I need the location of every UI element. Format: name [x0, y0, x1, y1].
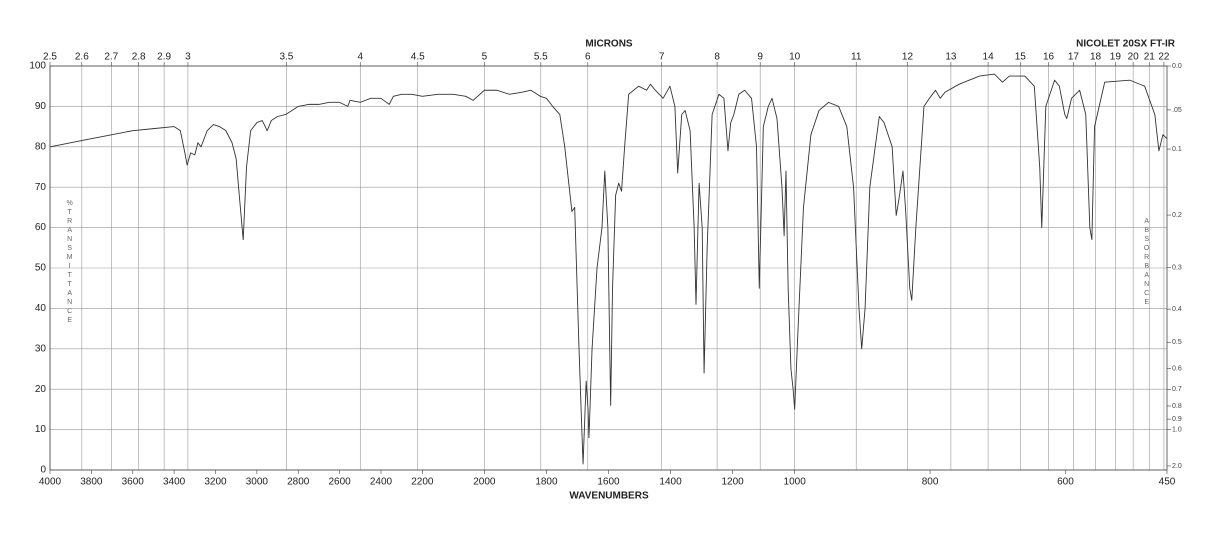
x-tick-label: 450	[1159, 477, 1176, 488]
x-tick-label: 3600	[122, 477, 145, 488]
x-tick-label: 800	[922, 477, 939, 488]
y2-tick-label: 0.0	[1172, 63, 1182, 70]
x-tick-label: 1600	[597, 477, 620, 488]
y2-tick-label: 0.9	[1172, 416, 1182, 423]
x-tick-label: 2600	[328, 477, 351, 488]
x2-tick-label: 22	[1158, 52, 1170, 63]
y2-tick-label: 0.8	[1172, 403, 1182, 410]
x2-tick-label: 17	[1068, 52, 1080, 63]
x-tick-label: 2800	[287, 477, 310, 488]
x2-tick-label: 18	[1090, 52, 1102, 63]
y2-tick-label: 0.1	[1172, 146, 1182, 153]
y2-tick-label: 0.5	[1172, 339, 1182, 346]
y-tick-label: 80	[35, 141, 47, 152]
x2-tick-label: 2.6	[75, 52, 89, 63]
x-tick-label: 1400	[659, 477, 682, 488]
x2-tick-label: 6	[585, 52, 591, 63]
y-tick-label: 100	[29, 61, 46, 72]
y-tick-label: 60	[35, 222, 47, 233]
x-tick-label: 2000	[473, 477, 496, 488]
x2-tick-label: 2.5	[43, 52, 57, 63]
y2-axis-label: ABSORBANCE	[1143, 218, 1150, 308]
y-tick-label: 20	[35, 384, 47, 395]
y-tick-label: 90	[35, 101, 47, 112]
y2-tick-label: 0.7	[1172, 386, 1182, 393]
x-tick-label: 3400	[163, 477, 186, 488]
x2-tick-label: 3.5	[279, 52, 293, 63]
x2-tick-label: 5.5	[534, 52, 548, 63]
x-tick-label: 3000	[246, 477, 269, 488]
x-tick-label: 4000	[39, 477, 62, 488]
x-tick-label: 2200	[411, 477, 434, 488]
x2-tick-label: 15	[1015, 52, 1027, 63]
x2-tick-label: 19	[1110, 52, 1122, 63]
y2-tick-label: 0.2	[1172, 212, 1182, 219]
y-tick-label: 40	[35, 303, 47, 314]
x2-tick-label: 13	[945, 52, 957, 63]
x2-tick-label: 21	[1144, 52, 1156, 63]
x-tick-label: 1800	[535, 477, 558, 488]
x2-tick-label: 14	[983, 52, 995, 63]
x2-tick-label: 20	[1128, 52, 1140, 63]
x2-tick-label: 9	[757, 52, 763, 63]
x-tick-label: 3200	[204, 477, 227, 488]
y2-tick-label: 2.0	[1172, 463, 1182, 470]
spectrum-line	[49, 73, 1168, 465]
x2-tick-label: 4.5	[411, 52, 425, 63]
x2-tick-label: 11	[851, 52, 862, 63]
x-axis-label: WAVENUMBERS	[569, 491, 649, 502]
y2-tick-label: .05	[1172, 107, 1182, 114]
x2-tick-label: 2.8	[132, 52, 146, 63]
x-tick-label: 2400	[370, 477, 393, 488]
x2-tick-label: 10	[789, 52, 801, 63]
plot-frame	[49, 65, 1168, 471]
annotation: NICOLET 20SX FT-IR	[1076, 39, 1176, 50]
x2-tick-label: 16	[1043, 52, 1055, 63]
y-tick-label: 30	[35, 343, 47, 354]
x2-tick-label: 2.7	[104, 52, 118, 63]
y-tick-label: 50	[35, 263, 47, 274]
x-tick-label: 1000	[784, 477, 807, 488]
y-tick-label: 10	[35, 424, 47, 435]
x2-tick-label: 4	[357, 52, 363, 63]
y-tick-label: 70	[35, 182, 47, 193]
y-tick-label: 0	[40, 465, 46, 476]
x2-tick-label: 12	[902, 52, 914, 63]
x-tick-label: 600	[1057, 477, 1074, 488]
y2-tick-label: 1.0	[1172, 426, 1182, 433]
x2-tick-label: 5	[482, 52, 488, 63]
x-tick-label: 1200	[721, 477, 744, 488]
x2-tick-label: 7	[659, 52, 665, 63]
y2-tick-label: 0.6	[1172, 365, 1182, 372]
y2-tick-label: 0.4	[1172, 306, 1182, 313]
x2-tick-label: 3	[185, 52, 191, 63]
y-axis-label: %TRANSMITTANCE	[66, 200, 73, 326]
x-tick-label: 3800	[80, 477, 103, 488]
x2-tick-label: 2.9	[157, 52, 171, 63]
x2-tick-label: 8	[714, 52, 720, 63]
y2-tick-label: 0.3	[1172, 264, 1182, 271]
chart-title: MICRONS	[585, 39, 633, 50]
